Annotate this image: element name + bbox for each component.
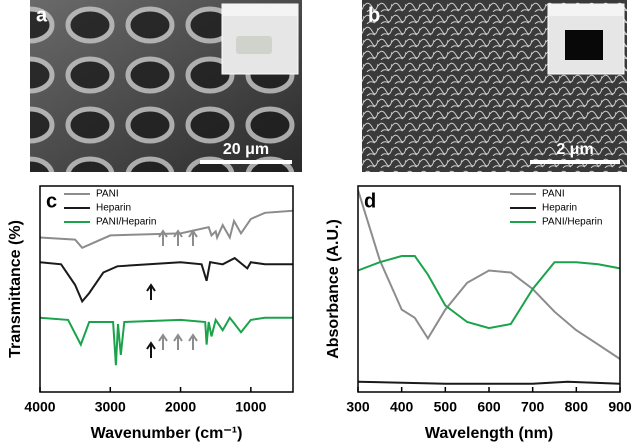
legend-label: PANI bbox=[96, 189, 119, 200]
x-tick-label: 900 bbox=[608, 399, 632, 415]
x-tick-label: 400 bbox=[390, 399, 414, 415]
legend-label: PANI/Heparin bbox=[542, 217, 602, 228]
x-tick-label: 4000 bbox=[24, 399, 55, 415]
x-tick-label: 600 bbox=[477, 399, 501, 415]
plot-frame bbox=[39, 185, 294, 393]
x-tick-label: 2000 bbox=[165, 399, 196, 415]
panel-label: c bbox=[46, 190, 57, 212]
x-tick-label: 700 bbox=[521, 399, 545, 415]
series-line bbox=[357, 189, 621, 360]
series-line bbox=[357, 255, 621, 330]
sem-image-b: b 2 μm bbox=[362, 0, 627, 172]
x-axis-label: Wavenumber (cm⁻¹) bbox=[91, 425, 243, 442]
panel-label: d bbox=[364, 190, 376, 212]
series-line bbox=[39, 316, 293, 366]
series-line bbox=[39, 209, 294, 250]
scale-bar-label: 2 μm bbox=[556, 141, 593, 158]
legend-label: Heparin bbox=[542, 203, 577, 214]
legend-label: PANI bbox=[542, 189, 565, 200]
y-axis-label: Absorbance (A.U.) bbox=[325, 219, 342, 359]
x-tick-label: 1000 bbox=[235, 399, 266, 415]
x-axis-label: Wavelength (nm) bbox=[425, 425, 553, 442]
series-line bbox=[357, 380, 621, 385]
panel-label: b bbox=[368, 4, 380, 26]
y-axis-label: Transmittance (%) bbox=[7, 220, 24, 358]
x-tick-label: 3000 bbox=[95, 399, 126, 415]
x-tick-label: 300 bbox=[346, 399, 370, 415]
annotation-arrows bbox=[146, 229, 198, 358]
x-tick-label: 500 bbox=[434, 399, 458, 415]
legend-label: Heparin bbox=[96, 203, 131, 214]
panel-label: a bbox=[36, 4, 48, 26]
legend-label: PANI/Heparin bbox=[96, 217, 156, 228]
sem-image-a: a 20 μm bbox=[30, 0, 302, 172]
x-tick-label: 800 bbox=[565, 399, 589, 415]
series-line bbox=[39, 256, 293, 304]
scale-bar-label: 20 μm bbox=[223, 141, 269, 158]
